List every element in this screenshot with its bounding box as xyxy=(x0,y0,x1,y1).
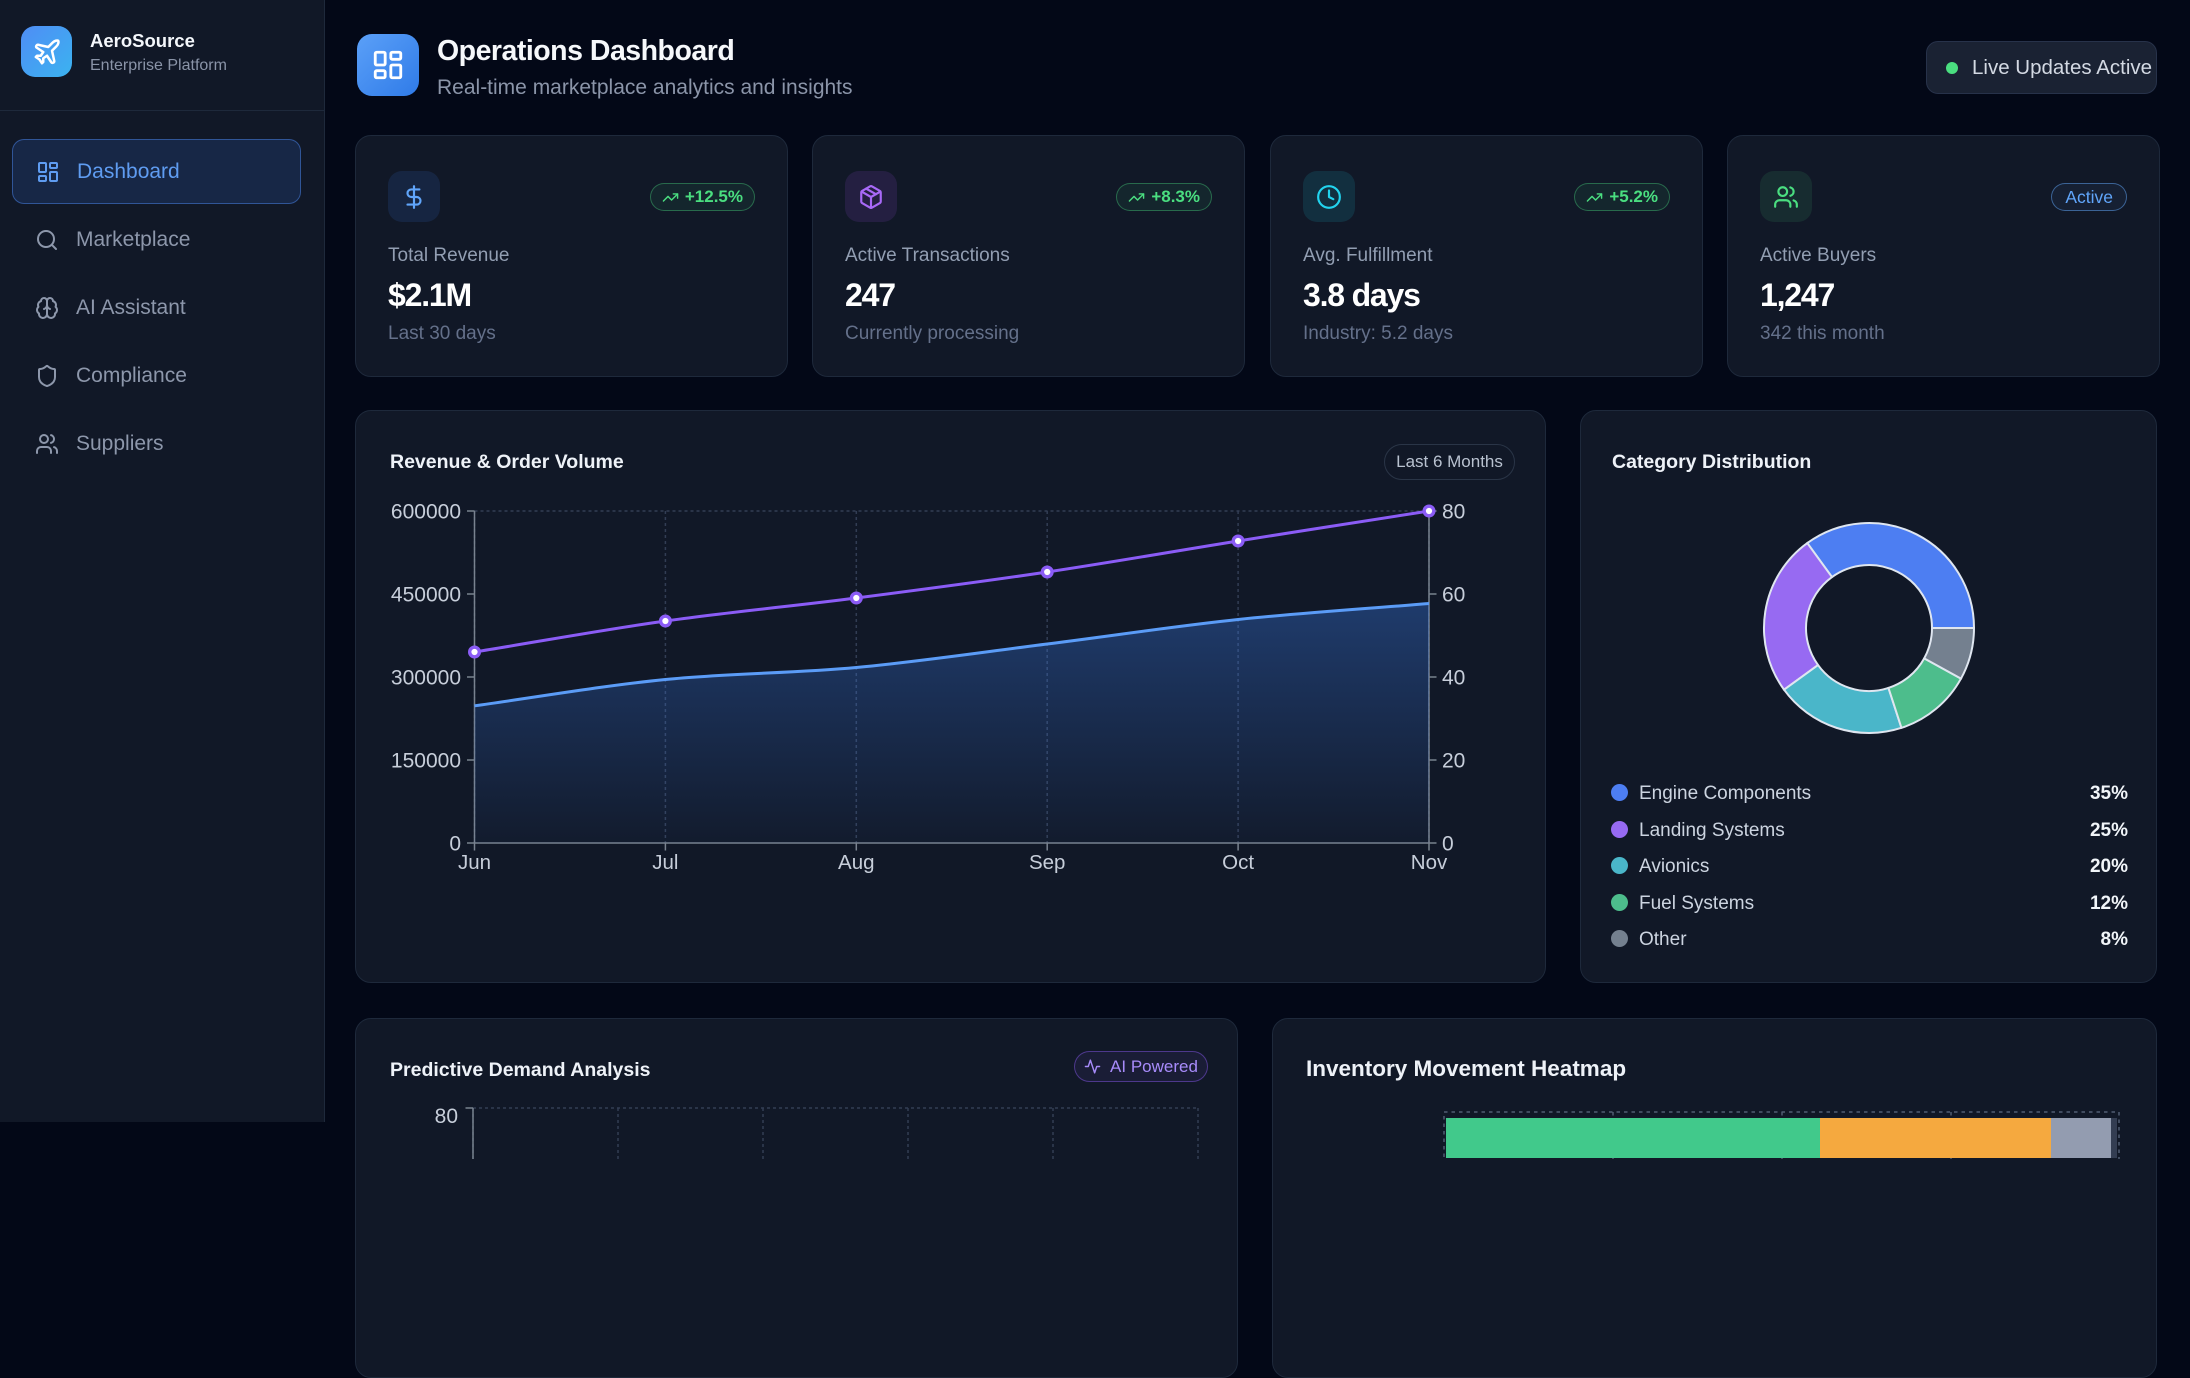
svg-text:450000: 450000 xyxy=(391,584,461,607)
svg-text:Oct: Oct xyxy=(1222,851,1254,874)
svg-text:80: 80 xyxy=(435,1105,458,1128)
svg-text:600000: 600000 xyxy=(391,501,461,524)
svg-text:Aug: Aug xyxy=(838,851,874,874)
svg-text:20: 20 xyxy=(1442,750,1465,773)
svg-text:0: 0 xyxy=(449,833,461,856)
svg-text:40: 40 xyxy=(1442,667,1465,690)
svg-text:80: 80 xyxy=(1442,501,1465,524)
svg-text:150000: 150000 xyxy=(391,750,461,773)
svg-text:Jul: Jul xyxy=(652,851,678,874)
svg-text:60: 60 xyxy=(1442,584,1465,607)
svg-text:0: 0 xyxy=(1442,833,1454,856)
svg-text:Jun: Jun xyxy=(458,851,491,874)
svg-text:Sep: Sep xyxy=(1029,851,1065,874)
svg-text:300000: 300000 xyxy=(391,667,461,690)
svg-text:Nov: Nov xyxy=(1411,851,1448,874)
